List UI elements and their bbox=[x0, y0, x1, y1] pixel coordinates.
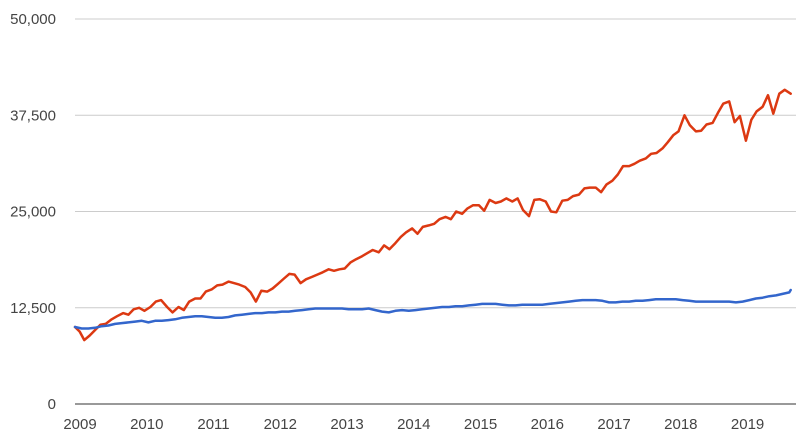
y-tick-label: 0 bbox=[48, 396, 56, 413]
y-tick-label: 37,500 bbox=[10, 107, 56, 124]
x-tick-label: 2010 bbox=[130, 416, 163, 433]
y-axis: 0 12,500 25,000 37,500 50,000 bbox=[10, 11, 56, 413]
x-tick-label: 2012 bbox=[264, 416, 297, 433]
x-axis: 2009 2010 2011 2012 2013 2014 2015 2016 2017 2018… bbox=[63, 416, 764, 433]
y-tick-label: 50,000 bbox=[10, 11, 56, 28]
x-tick-label: 2017 bbox=[597, 416, 630, 433]
series-line-1 bbox=[73, 88, 792, 342]
y-tick-label: 12,500 bbox=[10, 300, 56, 317]
gridlines bbox=[75, 18, 796, 405]
x-tick-label: 2019 bbox=[731, 416, 764, 433]
x-tick-label: 2011 bbox=[197, 416, 229, 433]
series-group bbox=[73, 88, 792, 342]
x-tick-label: 2013 bbox=[330, 416, 363, 433]
series-line-2 bbox=[73, 288, 792, 330]
x-tick-label: 2016 bbox=[531, 416, 564, 433]
x-tick-label: 2009 bbox=[63, 416, 96, 433]
x-tick-label: 2015 bbox=[464, 416, 497, 433]
x-tick-label: 2014 bbox=[397, 416, 430, 433]
x-tick-label: 2018 bbox=[664, 416, 697, 433]
y-tick-label: 25,000 bbox=[10, 204, 56, 221]
